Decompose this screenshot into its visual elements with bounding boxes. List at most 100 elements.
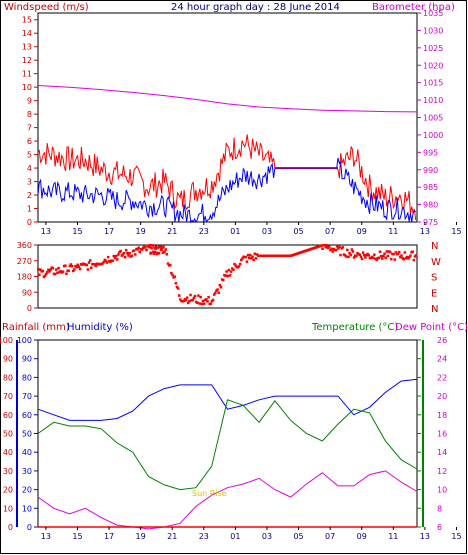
direction-point xyxy=(320,244,323,247)
direction-point xyxy=(94,264,98,268)
plot1-x-tick-label: 21 xyxy=(167,227,177,236)
direction-point xyxy=(324,245,328,249)
direction-point xyxy=(408,255,411,259)
compass-label: N xyxy=(431,304,438,315)
direction-point xyxy=(69,263,73,266)
direction-point xyxy=(202,302,206,305)
direction-point xyxy=(189,293,192,297)
direction-point xyxy=(119,249,122,253)
direction-point xyxy=(176,287,180,290)
direction-point xyxy=(140,248,144,251)
direction-point xyxy=(117,253,120,256)
direction-point xyxy=(247,256,251,260)
plot3-x-tick-label: 15 xyxy=(451,532,461,541)
direction-point xyxy=(151,244,154,247)
rain-y-tick-label: 40 xyxy=(3,448,13,457)
dir-y-tick-label: 360 xyxy=(17,241,32,250)
baro-y-tick-label: 990 xyxy=(423,166,438,175)
direction-point xyxy=(377,256,381,259)
direction-point xyxy=(154,245,158,248)
direction-point xyxy=(321,247,324,251)
direction-point xyxy=(205,298,208,301)
wind-y-tick-label: 10 xyxy=(22,83,32,92)
baro-y-tick-label: 1025 xyxy=(423,44,443,53)
direction-point xyxy=(145,248,148,252)
direction-point xyxy=(199,295,202,299)
direction-point xyxy=(141,246,145,250)
dir-y-tick-label: 180 xyxy=(17,273,32,282)
plot1-x-tick-label: 07 xyxy=(325,227,335,236)
compass-label: W xyxy=(431,257,441,268)
direction-point xyxy=(188,299,191,303)
direction-point xyxy=(152,250,155,254)
direction-point xyxy=(206,300,209,303)
direction-point xyxy=(346,248,349,252)
direction-point xyxy=(70,264,74,268)
dir-y-tick-label: 90 xyxy=(22,288,32,297)
plot3-x-tick-label: 15 xyxy=(72,532,82,541)
direction-point xyxy=(175,285,179,289)
humidity-line xyxy=(37,378,418,421)
direction-point xyxy=(249,253,252,257)
direction-point xyxy=(106,255,110,259)
direction-point xyxy=(76,263,79,267)
baro-y-tick-label: 980 xyxy=(423,201,438,210)
direction-point xyxy=(361,251,365,254)
direction-point xyxy=(383,252,386,256)
baro-y-tick-label: 1035 xyxy=(423,9,443,18)
rain-y-tick-label: 50 xyxy=(3,430,13,439)
plot3-x-tick-label: 21 xyxy=(167,532,177,541)
direction-point xyxy=(240,258,243,262)
direction-point xyxy=(68,264,72,268)
direction-point xyxy=(339,253,342,257)
baro-y-tick-label: 975 xyxy=(423,218,438,227)
direction-point xyxy=(207,295,210,299)
wind-barometer-plot: 0123456789101112131415975980985990995100… xyxy=(22,9,462,236)
humidity-title: Humidity (%) xyxy=(67,322,133,333)
direction-point xyxy=(166,262,170,265)
rain-y-tick-label: 70 xyxy=(3,392,13,401)
direction-point xyxy=(196,301,199,304)
direction-point xyxy=(252,258,255,262)
direction-point xyxy=(366,252,369,256)
direction-point xyxy=(396,252,400,256)
direction-point xyxy=(394,251,398,254)
wind-y-tick-label: 1 xyxy=(27,205,32,214)
direction-point xyxy=(127,254,130,257)
direction-point xyxy=(171,273,174,277)
direction-point xyxy=(115,258,119,261)
baro-y-tick-label: 1000 xyxy=(423,131,443,140)
plot1-x-tick-label: 15 xyxy=(451,227,461,236)
direction-point xyxy=(114,254,118,258)
direction-point xyxy=(149,251,153,255)
direction-point xyxy=(212,293,216,296)
plot1-x-tick-label: 23 xyxy=(199,227,209,236)
rain-y-tick-label: 60 xyxy=(3,411,13,420)
direction-point xyxy=(358,253,361,256)
direction-point xyxy=(87,261,91,264)
direction-point xyxy=(244,255,248,259)
direction-point xyxy=(251,255,254,258)
direction-point xyxy=(128,251,131,255)
direction-point xyxy=(126,251,129,255)
plot1-x-tick-label: 15 xyxy=(72,227,82,236)
wind-y-tick-label: 3 xyxy=(27,178,32,187)
direction-point xyxy=(121,253,125,256)
direction-point xyxy=(372,256,375,260)
baro-y-tick-label: 1015 xyxy=(423,79,443,88)
direction-point xyxy=(329,248,332,252)
direction-point xyxy=(105,261,109,264)
direction-point xyxy=(335,244,339,248)
plot3-x-tick-label: 09 xyxy=(357,532,367,541)
direction-point xyxy=(152,252,156,255)
wind-y-tick-label: 0 xyxy=(27,218,32,227)
plot3-x-tick-label: 03 xyxy=(262,532,272,541)
direction-point xyxy=(184,299,188,302)
direction-point xyxy=(192,296,196,300)
plot3-x-tick-label: 01 xyxy=(230,532,240,541)
direction-point xyxy=(414,254,418,257)
wind-y-tick-label: 15 xyxy=(22,16,32,25)
direction-point xyxy=(193,294,197,298)
direction-point xyxy=(400,254,403,257)
direction-point xyxy=(219,285,223,289)
